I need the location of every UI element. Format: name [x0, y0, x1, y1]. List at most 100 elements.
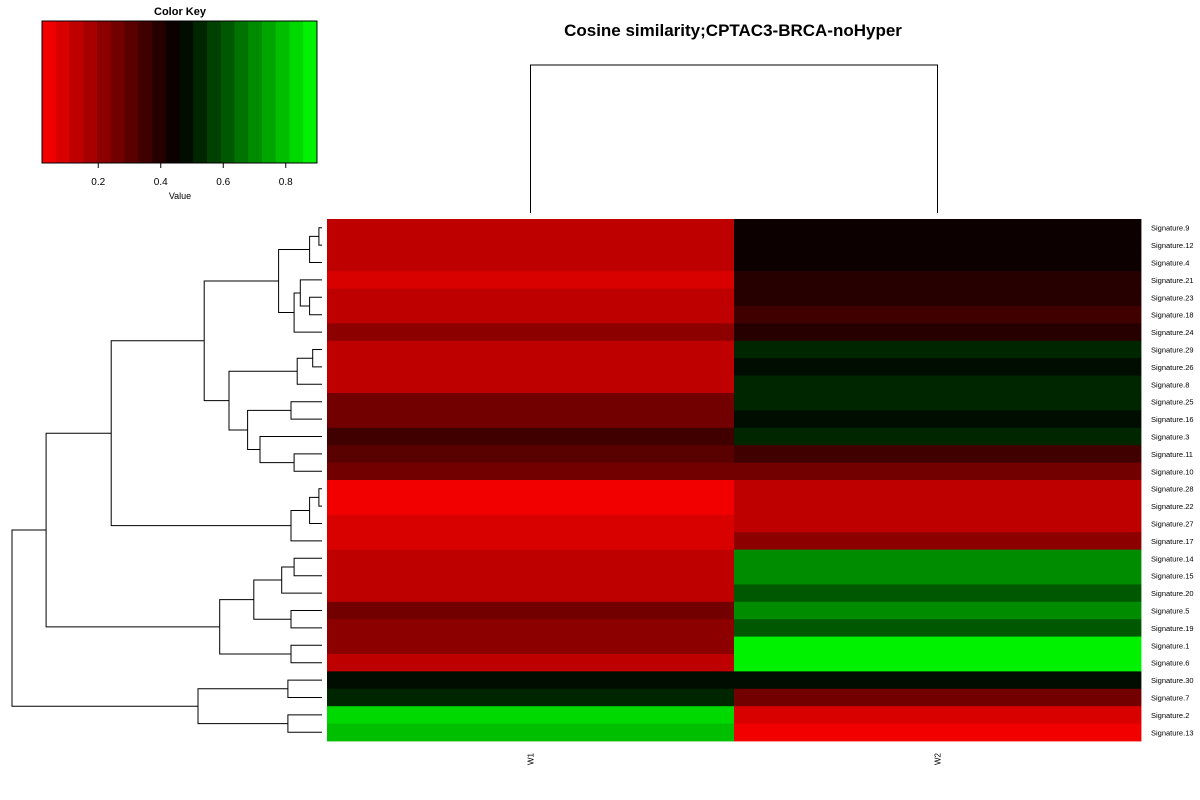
heatmap-cell: [327, 567, 735, 585]
row-label: Signature.30: [1151, 676, 1194, 685]
row-dendrogram-branch: [318, 227, 322, 246]
row-dendrogram-branch: [290, 401, 322, 420]
color-key-axis: 0.2 0.4 0.6 0.8: [91, 163, 293, 188]
row-dendrogram-branch: [203, 280, 279, 402]
color-key-bin: [138, 21, 153, 163]
heatmap-cell: [327, 723, 735, 742]
heatmap-cell: [734, 532, 1142, 550]
heatmap-cell: [734, 601, 1142, 620]
heatmap-cell: [327, 427, 735, 446]
color-key-bin: [165, 21, 180, 163]
heatmap-cell: [327, 584, 735, 603]
row-label: Signature.7: [1151, 694, 1189, 703]
heatmap-cell: [327, 514, 735, 533]
row-dendrogram-branch: [296, 357, 322, 385]
heatmap-cell: [327, 445, 735, 463]
row-dendrogram-branch: [293, 557, 322, 577]
heatmap-cell: [734, 497, 1142, 516]
row-dendrogram-branch: [312, 349, 322, 368]
row-dendrogram-branch: [247, 409, 291, 451]
row-label: Signature.6: [1151, 659, 1189, 668]
heatmap-cell: [327, 636, 735, 655]
heatmap-cell: [327, 393, 735, 411]
row-label: Signature.9: [1151, 224, 1189, 233]
heatmap-cell: [734, 462, 1142, 481]
heatmap-cell: [734, 567, 1142, 585]
row-dendrogram-branch: [197, 688, 288, 725]
heatmap-cells: [327, 219, 1142, 742]
row-dendrogram-branch: [281, 566, 322, 594]
heatmap-cell: [327, 654, 735, 672]
color-key: Color Key 0.2 0.4 0.6 0.8 Value: [41, 6, 318, 201]
heatmap-cell: [734, 584, 1142, 603]
row-dendrogram-branch: [287, 714, 322, 733]
color-key-bin: [220, 21, 235, 163]
heatmap-cell: [734, 323, 1142, 342]
color-key-bin: [97, 21, 112, 163]
color-key-frame: [41, 20, 318, 164]
heatmap-cell: [327, 688, 735, 707]
heatmap-cell: [734, 619, 1142, 637]
heatmap-cell: [327, 671, 735, 690]
row-label: Signature.3: [1151, 433, 1189, 442]
heatmap-cell: [734, 236, 1142, 255]
column-label: W1: [527, 752, 536, 765]
row-label: Signature.24: [1151, 328, 1194, 337]
heatmap-cell: [327, 306, 735, 324]
color-key-bin: [69, 21, 84, 163]
row-label: Signature.28: [1151, 485, 1194, 494]
row-dendrogram-branch: [293, 292, 322, 333]
column-labels: W1 W2: [527, 752, 943, 765]
column-dendrogram-branch: [530, 64, 938, 213]
heatmap-cell: [327, 340, 735, 359]
heatmap-cell: [327, 619, 735, 637]
chart-title: Cosine similarity;CPTAC3-BRCA-noHyper: [564, 21, 902, 40]
heatmap-cell: [734, 219, 1142, 237]
heatmap-cell: [734, 427, 1142, 446]
heatmap-cell: [734, 706, 1142, 724]
row-label: Signature.12: [1151, 241, 1194, 250]
row-label: Signature.2: [1151, 711, 1189, 720]
heatmap-cell: [734, 671, 1142, 690]
heatmap-cell: [734, 654, 1142, 672]
row-dendrogram-branch: [219, 599, 291, 655]
row-label: Signature.14: [1151, 554, 1194, 563]
row-label: Signature.8: [1151, 380, 1189, 389]
row-dendrogram-branch: [290, 509, 322, 542]
row-dendrogram-branch: [290, 610, 322, 629]
color-key-tick-label: 0.2: [91, 177, 105, 188]
heatmap-cell: [327, 358, 735, 376]
row-label: Signature.17: [1151, 537, 1194, 546]
color-key-tick-label: 0.4: [154, 177, 168, 188]
heatmap-cell: [327, 236, 735, 255]
color-key-gradient: [42, 21, 318, 163]
row-label: Signature.11: [1151, 450, 1193, 459]
color-key-bin: [110, 21, 125, 163]
row-dendrogram-branch: [45, 432, 220, 628]
row-label: Signature.13: [1151, 728, 1194, 737]
row-dendrogram-branch: [228, 370, 298, 431]
column-label: W2: [934, 752, 943, 765]
heatmap-cell: [734, 410, 1142, 429]
row-label: Signature.4: [1151, 259, 1189, 268]
color-key-title: Color Key: [154, 6, 207, 18]
color-key-bin: [42, 21, 57, 163]
row-dendrogram-branch: [309, 496, 322, 524]
row-dendrogram-branch: [309, 235, 322, 263]
heatmap-cell: [327, 549, 735, 568]
heatmap-cell: [734, 480, 1142, 498]
row-label: Signature.26: [1151, 363, 1194, 372]
row-label: Signature.22: [1151, 502, 1194, 511]
row-label: Signature.15: [1151, 572, 1194, 581]
color-key-xlabel: Value: [169, 191, 191, 201]
heatmap-cell: [734, 636, 1142, 655]
row-label: Signature.23: [1151, 293, 1194, 302]
column-dendrogram: [530, 64, 938, 213]
heatmap-cell: [734, 723, 1142, 742]
heatmap-cell: [734, 375, 1142, 394]
heatmap-cell: [734, 688, 1142, 707]
color-key-bin: [234, 21, 249, 163]
row-dendrogram-branch: [259, 436, 322, 464]
row-label: Signature.16: [1151, 415, 1194, 424]
